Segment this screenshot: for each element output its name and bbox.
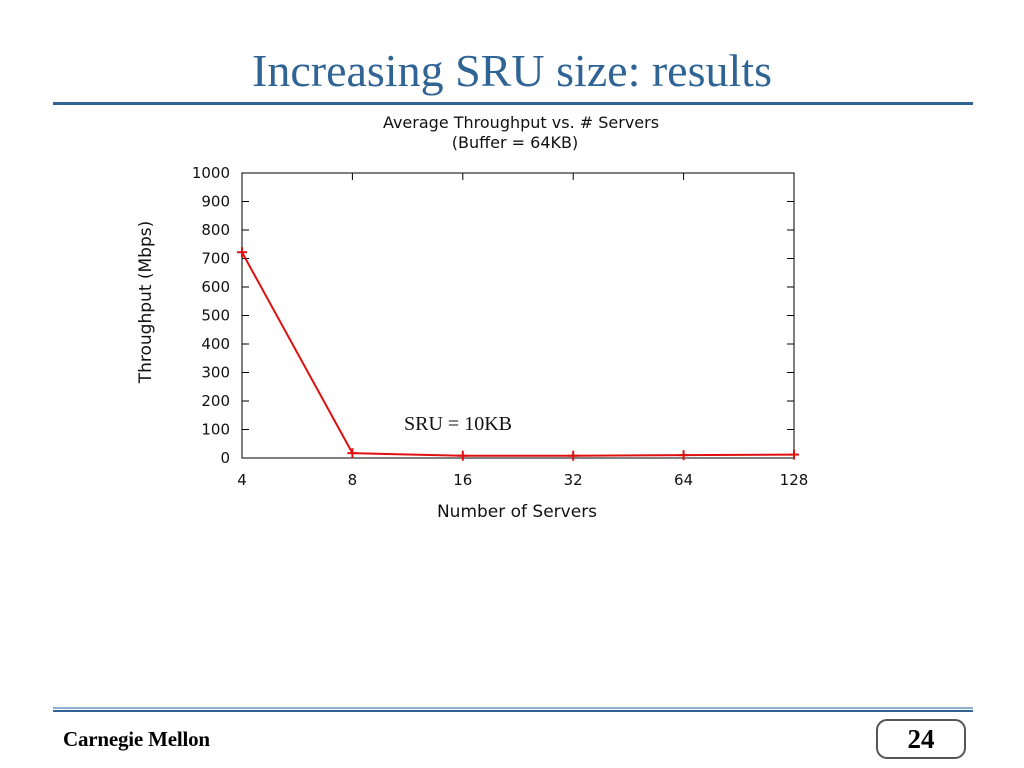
data-point <box>237 247 247 258</box>
y-axis-label: Throughput (Mbps) <box>136 221 156 385</box>
data-point <box>347 448 358 459</box>
data-point <box>678 450 689 461</box>
x-tick-label: 4 <box>237 471 247 489</box>
y-tick-label: 500 <box>201 307 230 325</box>
x-axis: 4 8 16 32 64 128 <box>237 173 808 489</box>
annotation-sru: SRU = 10KB <box>404 413 512 435</box>
title-underline <box>53 102 973 105</box>
x-axis-label: Number of Servers <box>437 502 597 522</box>
x-tick-label: 32 <box>564 471 583 489</box>
throughput-chart: Average Throughput vs. # Servers (Buffer… <box>136 113 808 522</box>
chart-subtitle: (Buffer = 64KB) <box>452 133 578 152</box>
y-tick-label: 200 <box>201 392 230 410</box>
y-tick-label: 100 <box>201 421 230 439</box>
plot-frame <box>241 172 795 459</box>
x-tick-label: 16 <box>453 471 472 489</box>
y-axis: 0 100 200 300 400 500 600 700 800 900 1000 <box>192 164 794 467</box>
footer-brand: Carnegie Mellon <box>63 727 210 751</box>
y-tick-label: 1000 <box>192 164 230 182</box>
series-throughput <box>237 247 799 461</box>
slide-title: Increasing SRU size: results <box>252 45 772 96</box>
data-point <box>457 450 468 461</box>
y-tick-label: 300 <box>201 364 230 382</box>
y-tick-label: 0 <box>220 449 230 467</box>
chart-title: Average Throughput vs. # Servers <box>383 113 659 132</box>
y-tick-label: 600 <box>201 278 230 296</box>
page-number: 24 <box>876 719 966 759</box>
y-tick-label: 400 <box>201 335 230 353</box>
x-tick-label: 64 <box>674 471 693 489</box>
y-tick-label: 900 <box>201 193 230 211</box>
footer-rule-light <box>53 707 973 709</box>
series-line <box>241 251 795 457</box>
footer-rule <box>53 710 973 712</box>
data-point <box>789 449 799 460</box>
y-tick-label: 700 <box>201 250 230 268</box>
x-tick-label: 128 <box>780 471 809 489</box>
data-point <box>568 450 579 461</box>
y-tick-label: 800 <box>201 221 230 239</box>
x-tick-label: 8 <box>348 471 358 489</box>
